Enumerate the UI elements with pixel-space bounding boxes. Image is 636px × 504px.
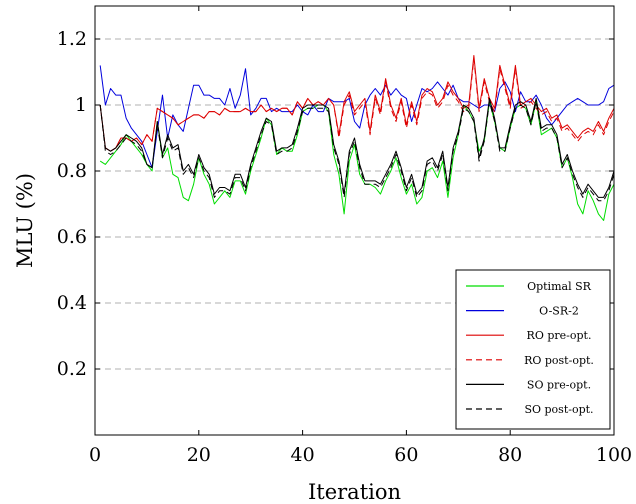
- legend-entry-label: Optimal SR: [527, 280, 592, 293]
- x-tick-label: 40: [291, 444, 315, 466]
- y-tick-label: 0.4: [57, 292, 87, 314]
- tick-layer: 0.2 0.4 0.6 0.8 1 1.2 0 20 40 60 80 100: [57, 6, 632, 466]
- x-tick-label: 80: [498, 444, 522, 466]
- y-tick-label: 1.2: [57, 28, 87, 50]
- x-tick-label: 100: [596, 444, 632, 466]
- y-tick-label: 0.8: [57, 160, 87, 182]
- y-tick-label: 0.2: [57, 358, 87, 380]
- legend: Optimal SR O-SR-2 RO pre-opt. RO post-opt. S…: [455, 269, 611, 430]
- legend-box: [455, 269, 611, 430]
- legend-entry-label: SO post-opt.: [524, 403, 593, 416]
- legend-entry-label: O-SR-2: [539, 305, 579, 318]
- x-tick-label: 60: [394, 444, 418, 466]
- plot-frame: [94, 5, 615, 436]
- y-axis-label: MLU (%): [13, 173, 37, 268]
- series-line-ro-post-opt: [99, 58, 615, 152]
- x-tick-label: 20: [187, 444, 211, 466]
- y-tick-label: 0.6: [57, 226, 87, 248]
- x-axis-label: Iteration: [308, 480, 401, 504]
- x-tick-label: 0: [89, 444, 101, 466]
- legend-entry-label: RO post-opt.: [524, 354, 594, 367]
- series-line-so-post-opt: [99, 101, 615, 202]
- series-line-optimal-sr: [99, 101, 615, 221]
- legend-entry-label: RO pre-opt.: [527, 329, 592, 342]
- series-line-so-pre-opt: [99, 97, 615, 198]
- series-layer: [99, 55, 615, 221]
- legend-entry-label: SO pre-opt.: [527, 378, 591, 391]
- y-tick-label: 1: [75, 94, 87, 116]
